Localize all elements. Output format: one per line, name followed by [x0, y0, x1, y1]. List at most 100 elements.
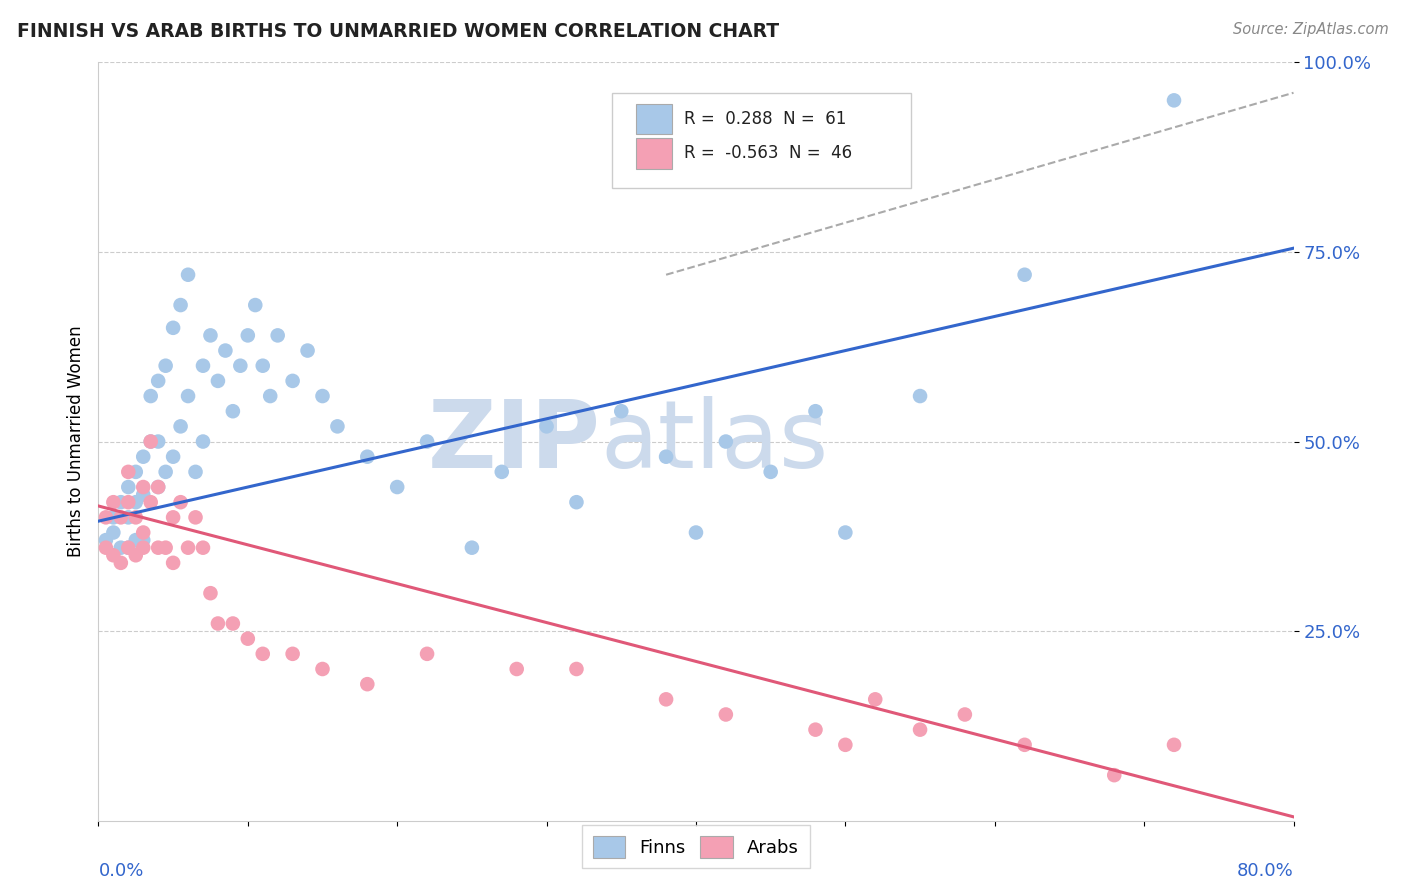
Point: [356, 677, 378, 691]
Point: [110, 510, 132, 524]
Point: [191, 541, 214, 555]
Point: [1163, 94, 1185, 108]
Point: [245, 298, 267, 312]
Point: [155, 359, 177, 373]
FancyBboxPatch shape: [637, 104, 672, 135]
Point: [610, 404, 633, 418]
Point: [184, 465, 207, 479]
Point: [132, 450, 155, 464]
Point: [110, 541, 132, 555]
Point: [125, 510, 148, 524]
Point: [236, 632, 259, 646]
Point: [103, 525, 125, 540]
Point: [207, 616, 229, 631]
Point: [94, 533, 117, 548]
Point: [132, 487, 155, 501]
Point: [148, 480, 170, 494]
Point: [191, 359, 214, 373]
Point: [865, 692, 887, 706]
Point: [162, 510, 184, 524]
Point: [110, 495, 132, 509]
Point: [162, 450, 184, 464]
Point: [536, 419, 558, 434]
Point: [281, 647, 304, 661]
Point: [326, 419, 349, 434]
Y-axis label: Births to Unmarried Women: Births to Unmarried Women: [66, 326, 84, 558]
Point: [908, 389, 931, 403]
Point: [416, 434, 439, 449]
Point: [565, 495, 588, 509]
Point: [117, 541, 139, 555]
Text: 0.0%: 0.0%: [98, 863, 143, 880]
Point: [125, 533, 148, 548]
Legend: Finns, Arabs: Finns, Arabs: [582, 825, 810, 869]
Point: [252, 647, 274, 661]
Point: [200, 328, 222, 343]
Point: [155, 541, 177, 555]
Text: atlas: atlas: [600, 395, 828, 488]
Point: [184, 510, 207, 524]
Point: [236, 328, 259, 343]
Point: [139, 495, 162, 509]
Point: [103, 510, 125, 524]
Point: [139, 389, 162, 403]
Point: [759, 465, 782, 479]
Point: [94, 541, 117, 555]
Point: [162, 556, 184, 570]
Point: [655, 450, 678, 464]
Point: [222, 404, 245, 418]
Point: [103, 495, 125, 509]
Point: [125, 495, 148, 509]
Point: [214, 343, 236, 358]
Point: [685, 525, 707, 540]
Point: [252, 359, 274, 373]
Point: [834, 738, 856, 752]
Point: [169, 495, 191, 509]
Point: [229, 359, 252, 373]
Point: [200, 586, 222, 600]
Point: [804, 723, 827, 737]
Point: [125, 548, 148, 563]
Text: FINNISH VS ARAB BIRTHS TO UNMARRIED WOMEN CORRELATION CHART: FINNISH VS ARAB BIRTHS TO UNMARRIED WOME…: [17, 22, 779, 41]
Point: [103, 548, 125, 563]
FancyBboxPatch shape: [613, 93, 911, 187]
Point: [281, 374, 304, 388]
Point: [356, 450, 378, 464]
Point: [148, 374, 170, 388]
Point: [834, 525, 856, 540]
Point: [177, 389, 200, 403]
Point: [953, 707, 976, 722]
Point: [148, 480, 170, 494]
Point: [714, 707, 737, 722]
Point: [297, 343, 319, 358]
Point: [117, 495, 139, 509]
Point: [117, 465, 139, 479]
Point: [565, 662, 588, 676]
Point: [132, 525, 155, 540]
Point: [177, 541, 200, 555]
Point: [207, 374, 229, 388]
Text: 80.0%: 80.0%: [1237, 863, 1294, 880]
Point: [117, 510, 139, 524]
Point: [385, 480, 409, 494]
Point: [1014, 268, 1036, 282]
Point: [125, 465, 148, 479]
Point: [139, 434, 162, 449]
Point: [908, 723, 931, 737]
Point: [117, 541, 139, 555]
Point: [1104, 768, 1126, 782]
Point: [259, 389, 281, 403]
Point: [139, 434, 162, 449]
Point: [155, 465, 177, 479]
Point: [311, 662, 333, 676]
Point: [461, 541, 484, 555]
Point: [714, 434, 737, 449]
Point: [267, 328, 290, 343]
Point: [162, 320, 184, 334]
Point: [132, 533, 155, 548]
Point: [132, 541, 155, 555]
Text: R =  0.288  N =  61: R = 0.288 N = 61: [685, 111, 846, 128]
Point: [94, 510, 117, 524]
Point: [148, 434, 170, 449]
Point: [117, 480, 139, 494]
